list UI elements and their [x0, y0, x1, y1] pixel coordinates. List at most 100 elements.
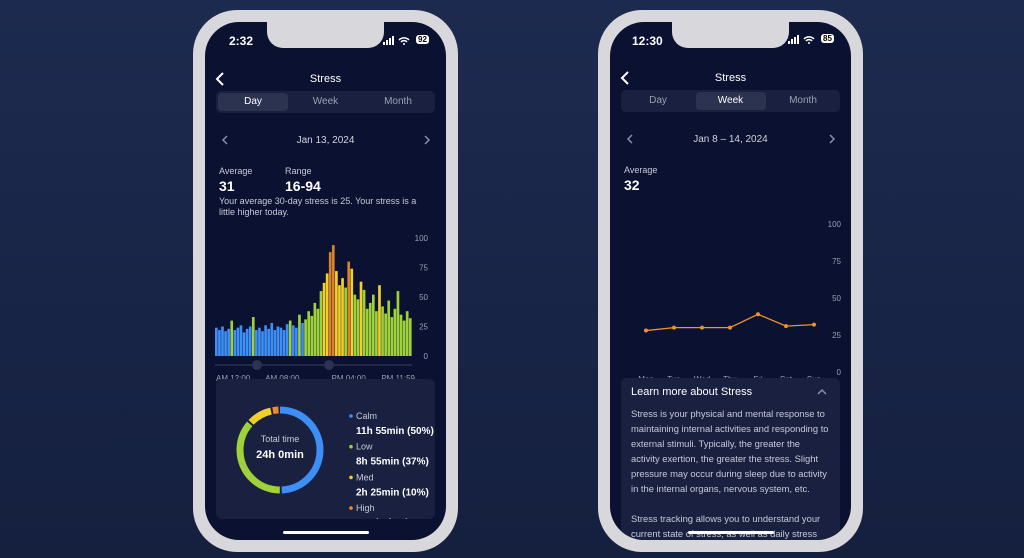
bar	[282, 330, 286, 356]
status-time: 12:30	[632, 34, 663, 48]
bar	[328, 252, 332, 356]
summary-card	[216, 379, 435, 519]
bar	[267, 328, 271, 356]
bar	[221, 326, 224, 356]
bar	[224, 331, 227, 356]
bar	[325, 273, 329, 356]
bar	[258, 327, 261, 356]
bar	[298, 314, 301, 356]
status-icons	[788, 35, 815, 44]
bar	[390, 317, 394, 356]
info-paragraph: Stress tracking allows you to understand…	[631, 513, 821, 539]
notch	[672, 22, 789, 48]
y-tick-label: 0	[837, 368, 842, 377]
battery: 85	[821, 34, 834, 43]
bar	[273, 330, 277, 356]
x-tick-label: PM 11:59	[381, 374, 415, 383]
point	[672, 325, 676, 330]
bar	[248, 326, 252, 356]
bar	[236, 327, 240, 356]
tab[interactable]: Week	[695, 92, 766, 110]
prev-button[interactable]	[626, 134, 634, 144]
legend-value: 45min (3%)	[356, 518, 409, 519]
y-tick-label: 25	[832, 331, 841, 340]
screen-title: Stress	[309, 73, 342, 85]
tab[interactable]: Day	[649, 95, 667, 106]
bar	[335, 271, 338, 356]
bar	[230, 320, 234, 356]
tab[interactable]: Week	[312, 96, 339, 107]
legend-label: Low	[356, 442, 373, 452]
phone-frame: 2:32 92 Stress Jan 13, 2024 Average 31 R…	[193, 10, 458, 552]
prev-button[interactable]	[221, 135, 229, 145]
stat-value: 16-94	[285, 178, 321, 194]
y-tick-label: 75	[832, 257, 841, 266]
legend-dot	[349, 444, 353, 449]
bar	[215, 327, 218, 356]
bar	[347, 261, 351, 356]
bar	[359, 281, 363, 356]
bar	[356, 299, 360, 356]
y-tick-label: 100	[828, 220, 842, 229]
bar	[381, 306, 384, 356]
bar	[368, 302, 372, 356]
bar	[384, 313, 387, 356]
status-icons	[383, 36, 410, 45]
bar	[251, 317, 255, 356]
screen: 2:32 92 Stress Jan 13, 2024 Average 31 R…	[205, 22, 446, 540]
bar	[233, 330, 237, 356]
bar	[310, 315, 314, 356]
bar	[264, 325, 267, 356]
bar	[408, 318, 412, 356]
activity-icon	[324, 360, 334, 370]
donut-chart: Calm 11h 55min (50%) Low 8h 55min (37%) Med 2…	[236, 406, 434, 519]
point	[784, 324, 788, 329]
bar	[399, 314, 403, 356]
bar	[371, 294, 375, 356]
bar	[307, 311, 311, 356]
point	[756, 312, 760, 317]
bar	[291, 325, 295, 356]
collapse-button[interactable]	[817, 388, 827, 395]
bar	[331, 245, 335, 356]
info-card: Learn more about Stress Stress is your p…	[621, 378, 840, 540]
date: Jan 8 – 14, 2024	[693, 134, 768, 145]
tab[interactable]: Month	[789, 95, 817, 106]
notch	[267, 22, 384, 48]
bar	[365, 308, 369, 356]
donut-segment	[236, 406, 324, 494]
center-value: 24h 0min	[256, 449, 304, 461]
bar	[344, 287, 347, 356]
legend-dot	[349, 475, 353, 480]
bar	[402, 320, 406, 356]
y-tick-label: 50	[832, 294, 841, 303]
next-button[interactable]	[423, 135, 431, 145]
phone-frame: 12:30 85 Stress Jan 8 – 14, 2024 Average…	[598, 10, 863, 552]
y-tick-label: 100	[415, 234, 429, 243]
stat-label: Range	[285, 166, 312, 176]
bar	[218, 330, 221, 356]
point	[728, 325, 732, 330]
bar	[239, 325, 243, 356]
home-indicator	[688, 531, 774, 534]
stat-label: Average	[219, 166, 253, 176]
y-tick-label: 0	[424, 352, 429, 361]
back-button[interactable]	[215, 72, 227, 86]
screen-title: Stress	[714, 72, 747, 84]
next-button[interactable]	[828, 134, 836, 144]
legend-value: 11h 55min (50%)	[356, 426, 434, 437]
legend-value: 2h 25min (10%)	[356, 487, 429, 498]
back-button[interactable]	[620, 71, 632, 85]
point	[700, 325, 704, 330]
legend-value: 8h 55min (37%)	[356, 457, 429, 468]
bar	[316, 308, 320, 356]
bar	[227, 328, 230, 356]
bar	[393, 308, 397, 356]
y-tick-label: 75	[419, 264, 428, 273]
battery: 92	[416, 35, 429, 44]
tab[interactable]: Month	[384, 96, 412, 107]
screen: 12:30 85 Stress Jan 8 – 14, 2024 Average…	[610, 22, 851, 540]
bar	[313, 302, 317, 356]
tab[interactable]: Day	[218, 93, 288, 111]
legend-label: Med	[356, 472, 374, 482]
